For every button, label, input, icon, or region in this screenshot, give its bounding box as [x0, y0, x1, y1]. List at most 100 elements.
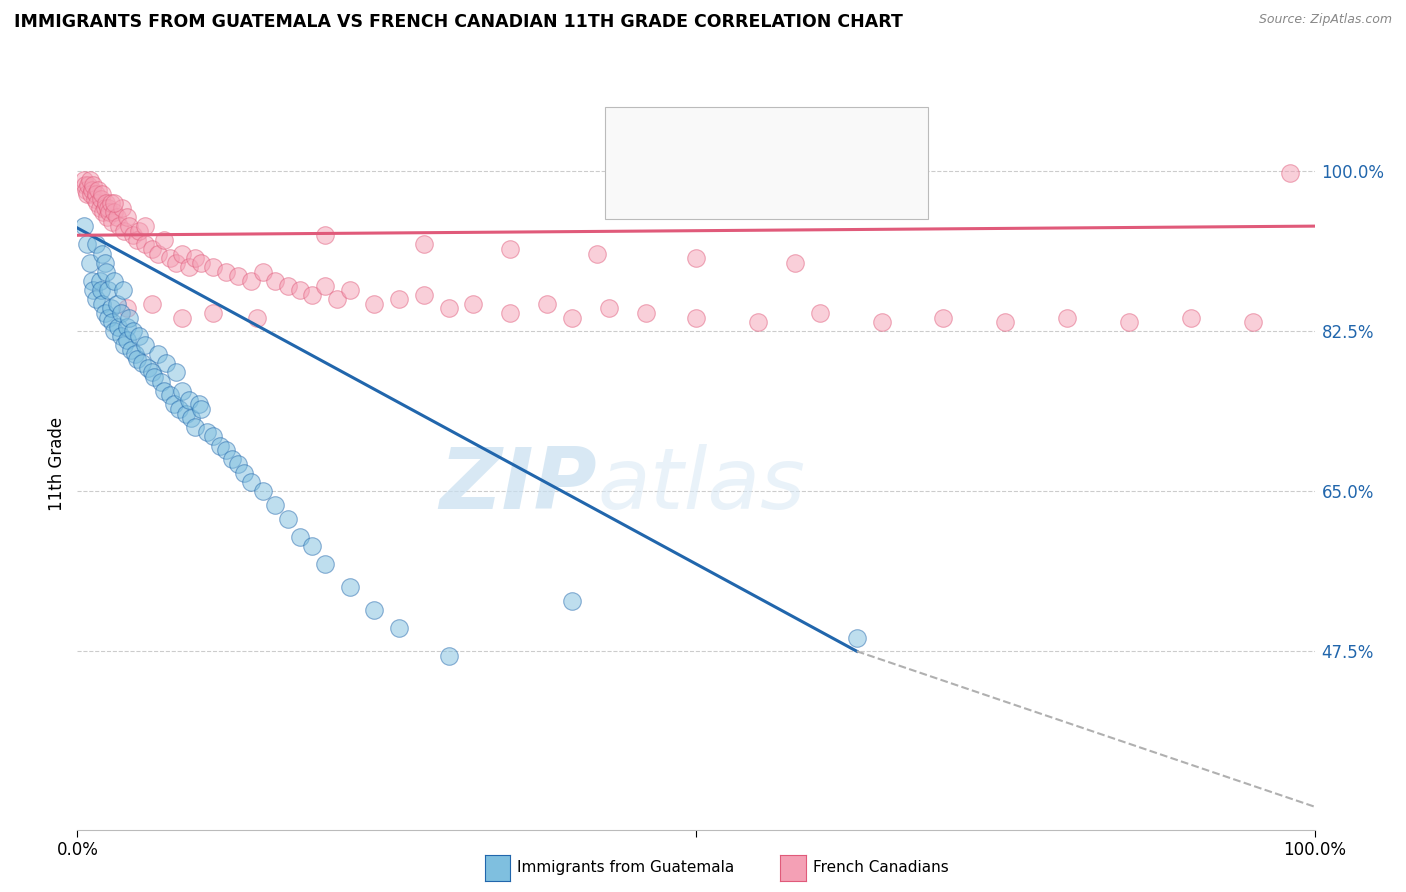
Point	[110, 306, 132, 320]
Point	[72, 173, 94, 187]
Point	[536, 297, 558, 311]
Point	[277, 512, 299, 526]
Point	[932, 310, 955, 325]
Point	[177, 392, 200, 407]
Point	[499, 242, 522, 256]
Point	[561, 594, 583, 608]
Point	[120, 343, 142, 357]
Point	[184, 251, 207, 265]
Point	[252, 484, 274, 499]
Point	[76, 187, 98, 202]
Point	[143, 370, 166, 384]
Point	[103, 324, 125, 338]
Point	[233, 466, 256, 480]
Text: R =: R =	[662, 168, 707, 186]
Point	[94, 265, 117, 279]
Point	[87, 183, 110, 197]
Text: N =: N =	[773, 127, 813, 145]
Point	[437, 301, 460, 316]
Point	[437, 648, 460, 663]
Point	[252, 265, 274, 279]
Point	[131, 356, 153, 370]
Point	[141, 297, 163, 311]
Point	[159, 251, 181, 265]
Point	[314, 228, 336, 243]
Point	[79, 173, 101, 187]
Text: 74: 74	[813, 127, 838, 145]
Point	[90, 192, 112, 206]
Text: French Canadians: French Canadians	[813, 860, 949, 874]
Point	[202, 306, 225, 320]
Point	[91, 297, 114, 311]
Point	[134, 237, 156, 252]
Point	[314, 558, 336, 572]
Point	[363, 603, 385, 617]
Point	[172, 246, 194, 260]
Point	[277, 278, 299, 293]
Text: IMMIGRANTS FROM GUATEMALA VS FRENCH CANADIAN 11TH GRADE CORRELATION CHART: IMMIGRANTS FROM GUATEMALA VS FRENCH CANA…	[14, 13, 903, 31]
Point	[112, 283, 135, 297]
Point	[388, 293, 411, 307]
Point	[90, 283, 112, 297]
Point	[107, 319, 129, 334]
Point	[82, 283, 104, 297]
Point	[685, 251, 707, 265]
Point	[314, 278, 336, 293]
Point	[808, 306, 831, 320]
Point	[202, 260, 225, 275]
Point	[685, 310, 707, 325]
Point	[115, 334, 138, 348]
Point	[239, 475, 262, 490]
Point	[84, 237, 107, 252]
Point	[91, 246, 114, 260]
Point	[288, 283, 311, 297]
Point	[134, 219, 156, 234]
Text: 90: 90	[813, 168, 838, 186]
Point	[73, 178, 96, 192]
Point	[388, 622, 411, 636]
Point	[301, 539, 323, 553]
Point	[264, 498, 287, 512]
Point	[180, 411, 202, 425]
Point	[115, 301, 138, 316]
Point	[226, 457, 249, 471]
Point	[82, 183, 104, 197]
Point	[412, 237, 434, 252]
Point	[177, 260, 200, 275]
Point	[150, 375, 173, 389]
Point	[339, 283, 361, 297]
Point	[221, 452, 243, 467]
Point	[125, 233, 148, 247]
Point	[101, 214, 124, 228]
Point	[91, 187, 114, 202]
Point	[167, 402, 190, 417]
Point	[134, 338, 156, 352]
Point	[105, 297, 128, 311]
Point	[1241, 315, 1264, 329]
Point	[190, 256, 212, 270]
Point	[77, 178, 100, 192]
Point	[108, 219, 131, 234]
Point	[1278, 166, 1301, 180]
Point	[165, 256, 187, 270]
Text: R =: R =	[662, 127, 702, 145]
Point	[155, 356, 177, 370]
Point	[82, 178, 104, 192]
Point	[326, 293, 349, 307]
Point	[94, 196, 117, 211]
Point	[163, 397, 186, 411]
Point	[125, 351, 148, 366]
Point	[264, 274, 287, 288]
Point	[97, 283, 120, 297]
Point	[195, 425, 218, 439]
Point	[97, 201, 120, 215]
Point	[1056, 310, 1078, 325]
Point	[103, 274, 125, 288]
Point	[1180, 310, 1202, 325]
Point	[105, 210, 128, 224]
Point	[153, 233, 176, 247]
Point	[136, 360, 159, 375]
Point	[128, 329, 150, 343]
Text: N =: N =	[773, 168, 813, 186]
Point	[101, 315, 124, 329]
